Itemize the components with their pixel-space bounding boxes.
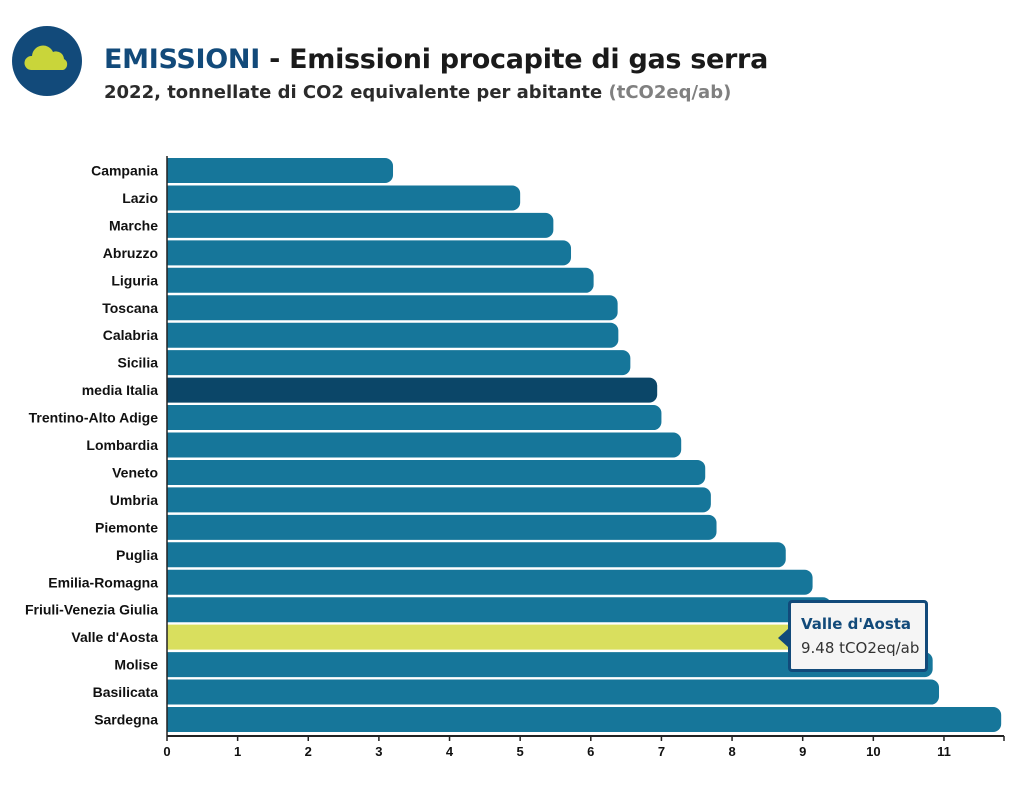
bar-lombardia[interactable] bbox=[167, 432, 682, 458]
bar-marche[interactable] bbox=[167, 212, 554, 238]
category-label-marche: Marche bbox=[109, 217, 158, 233]
bar-valle-d-aosta[interactable] bbox=[167, 624, 837, 650]
category-label-friuli-venezia-giulia: Friuli-Venezia Giulia bbox=[25, 602, 158, 618]
bar-calabria[interactable] bbox=[167, 322, 619, 348]
title-accent: EMISSIONI bbox=[104, 44, 260, 75]
bar-basilicata[interactable] bbox=[167, 679, 940, 705]
tooltip-value: 9.48 tCO2eq/ab bbox=[801, 639, 920, 657]
x-tick-label: 7 bbox=[658, 744, 665, 759]
x-tick-label: 10 bbox=[866, 744, 880, 759]
tooltip-region: Valle d'Aosta bbox=[801, 615, 912, 633]
x-tick-label: 3 bbox=[375, 744, 382, 759]
category-label-valle-d-aosta: Valle d'Aosta bbox=[71, 629, 158, 645]
category-label-lazio: Lazio bbox=[122, 190, 158, 206]
category-label-sardegna: Sardegna bbox=[94, 712, 158, 728]
bar-media-italia[interactable] bbox=[167, 377, 658, 403]
category-label-emilia-romagna: Emilia-Romagna bbox=[48, 574, 158, 590]
x-tick-label: 8 bbox=[728, 744, 735, 759]
category-label-umbria: Umbria bbox=[110, 492, 158, 508]
category-label-toscana: Toscana bbox=[102, 300, 158, 316]
bar-trentino-alto-adige[interactable] bbox=[167, 405, 662, 431]
x-tick-label: 6 bbox=[587, 744, 594, 759]
category-label-molise: Molise bbox=[114, 657, 158, 673]
cloud-icon bbox=[24, 45, 68, 70]
x-tick-label: 0 bbox=[163, 744, 170, 759]
category-label-puglia: Puglia bbox=[116, 547, 158, 563]
subtitle-text: 2022, tonnellate di CO2 equivalente per … bbox=[104, 82, 609, 103]
x-tick-label: 4 bbox=[446, 744, 454, 759]
chart-subtitle: 2022, tonnellate di CO2 equivalente per … bbox=[104, 82, 731, 103]
bar-toscana[interactable] bbox=[167, 295, 618, 321]
logo-badge bbox=[12, 26, 82, 96]
category-label-liguria: Liguria bbox=[111, 272, 158, 288]
bar-veneto[interactable] bbox=[167, 459, 706, 485]
x-tick-label: 11 bbox=[937, 744, 951, 759]
bar-abruzzo[interactable] bbox=[167, 240, 572, 266]
bar-umbria[interactable] bbox=[167, 487, 711, 513]
category-label-abruzzo: Abruzzo bbox=[103, 245, 158, 261]
category-label-piemonte: Piemonte bbox=[95, 519, 158, 535]
category-label-basilicata: Basilicata bbox=[93, 684, 159, 700]
bar-liguria[interactable] bbox=[167, 267, 594, 293]
category-label-campania: Campania bbox=[91, 163, 158, 179]
x-tick-label: 5 bbox=[517, 744, 524, 759]
bar-emilia-romagna[interactable] bbox=[167, 569, 813, 595]
tooltip-arrow bbox=[778, 629, 788, 647]
category-label-trentino-alto-adige: Trentino-Alto Adige bbox=[29, 410, 159, 426]
bar-piemonte[interactable] bbox=[167, 514, 717, 540]
category-label-calabria: Calabria bbox=[103, 327, 158, 343]
bar-molise[interactable] bbox=[167, 652, 933, 678]
x-tick-label: 9 bbox=[799, 744, 806, 759]
category-label-lombardia: Lombardia bbox=[86, 437, 158, 453]
bar-sardegna[interactable] bbox=[167, 707, 1002, 732]
bar-sicilia[interactable] bbox=[167, 350, 631, 376]
subtitle-unit: (tCO2eq/ab) bbox=[608, 82, 732, 103]
category-label-veneto: Veneto bbox=[112, 464, 158, 480]
bar-lazio[interactable] bbox=[167, 185, 521, 211]
x-tick-label: 2 bbox=[305, 744, 312, 759]
chart-title: EMISSIONI - Emissioni procapite di gas s… bbox=[104, 44, 768, 75]
x-tick-label: 1 bbox=[234, 744, 241, 759]
category-label-sicilia: Sicilia bbox=[118, 355, 159, 371]
bar-campania[interactable] bbox=[167, 158, 394, 183]
tooltip: Valle d'Aosta 9.48 tCO2eq/ab bbox=[778, 600, 928, 672]
category-label-media-italia: media Italia bbox=[82, 382, 158, 398]
bar-friuli-venezia-giulia[interactable] bbox=[167, 597, 831, 623]
bar-puglia[interactable] bbox=[167, 542, 786, 568]
title-text: - Emissioni procapite di gas serra bbox=[259, 44, 768, 75]
